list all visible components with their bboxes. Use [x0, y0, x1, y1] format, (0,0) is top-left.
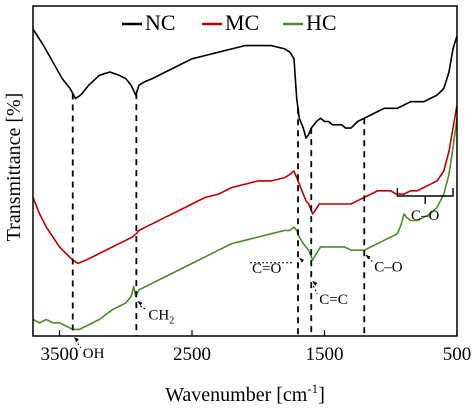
annotation-arrowhead — [299, 257, 304, 263]
plot-frame — [32, 5, 458, 337]
series-lines — [32, 28, 458, 331]
legend-label: HC — [306, 10, 337, 35]
legend-label: MC — [225, 10, 259, 35]
annotation-subscript: 2 — [169, 316, 174, 327]
annotation-arrowhead — [73, 337, 79, 342]
bracket-annotation: C–O — [396, 188, 454, 224]
x-tick-label: 2500 — [173, 344, 211, 365]
bracket-label: C–O — [411, 208, 440, 224]
legend-item-hc: HC — [283, 10, 337, 35]
annotation-label: C–O — [374, 260, 403, 276]
annotation-text: C–O — [374, 260, 403, 276]
annotation-c-double-c: C=C — [312, 280, 348, 308]
annotation-label: C=O — [252, 261, 281, 277]
annotation-label: C=C — [319, 292, 347, 308]
annotation-leader — [140, 305, 147, 311]
annotation-text: CH — [148, 308, 169, 324]
annotation-arrowhead — [312, 280, 318, 286]
annotation-c-double-o: C=O — [250, 257, 304, 277]
x-tick-label: 1500 — [306, 344, 344, 365]
annotation-label: OH — [83, 346, 105, 362]
axes: 3500 2500 1500 500 Wavenumber [cm-1] Transmit… — [3, 5, 472, 406]
annotation-c-o-1: C–O — [365, 254, 403, 276]
series-line-hc — [32, 118, 458, 331]
legend: NC MC HC — [122, 10, 337, 35]
x-tick-label: 500 — [443, 344, 472, 365]
annotation-leader — [312, 285, 318, 295]
annotation-text: C=C — [319, 292, 347, 308]
series-line-nc — [32, 28, 458, 139]
reference-lines — [71, 93, 366, 336]
annotation-arrowhead — [365, 254, 371, 260]
annotation-label: CH2 — [148, 308, 174, 327]
annotation-ch2: CH2 — [137, 300, 174, 327]
annotation-arrowhead — [137, 300, 143, 306]
annotations: OH CH2 C=O C=C C–O C–O — [73, 188, 454, 362]
x-axis-label-main: Wavenumber [cm — [165, 384, 308, 406]
annotation-oh: OH — [73, 337, 105, 362]
x-axis-label-sup: -1 — [307, 381, 318, 396]
legend-item-mc: MC — [202, 10, 259, 35]
y-axis-label: Transmittance [%] — [3, 93, 25, 242]
annotation-text: OH — [83, 346, 105, 362]
legend-item-nc: NC — [122, 10, 176, 35]
x-axis-label-close: ] — [318, 384, 325, 406]
x-axis-label: Wavenumber [cm-1] — [165, 381, 325, 406]
annotation-text: C=O — [252, 261, 281, 277]
x-tick-label: 3500 — [41, 344, 79, 365]
legend-label: NC — [145, 10, 176, 35]
series-line-mc — [32, 104, 458, 265]
